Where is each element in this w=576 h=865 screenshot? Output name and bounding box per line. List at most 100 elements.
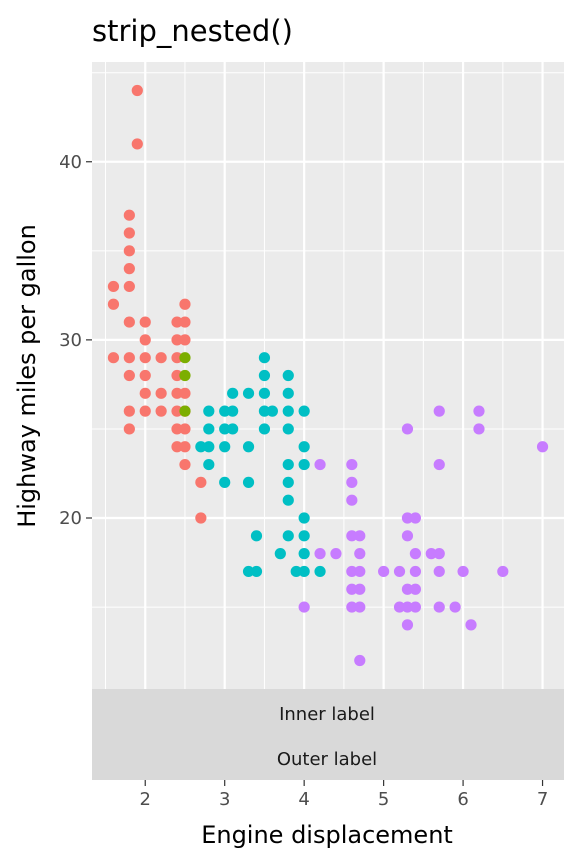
data-point [179,458,191,471]
data-point [290,565,302,578]
data-point [354,548,366,560]
outer-strip-label: Outer label [277,749,377,770]
data-point [401,530,414,542]
data-point [465,619,477,631]
data-point [107,280,120,293]
data-point [497,565,509,578]
data-point [179,441,191,453]
data-point [258,369,271,382]
data-point [401,619,414,631]
data-point [457,565,469,578]
data-point [346,476,358,488]
data-point [282,387,294,399]
data-point [401,423,414,435]
y-tick-label: 30 [59,330,82,351]
data-point [282,530,294,542]
data-point [346,583,358,595]
data-point [195,441,207,453]
data-point [171,405,183,417]
data-point [179,352,191,364]
inner-strip [92,689,564,734]
data-point [179,334,191,346]
data-point [433,601,445,613]
x-axis: 2 3 4 5 6 7 [140,780,548,810]
data-point [473,405,485,417]
data-point [266,405,278,417]
data-point [203,441,215,453]
data-point [123,209,135,221]
x-tick-label: 6 [457,789,468,810]
data-point [139,316,151,328]
data-point [346,601,358,613]
data-point [425,548,437,560]
data-point [409,583,422,595]
data-point [123,245,135,257]
data-point [242,476,255,488]
data-point [139,405,151,417]
data-point [314,548,326,560]
data-point [393,565,406,578]
data-point [203,458,215,471]
data-point [354,601,366,613]
data-point [219,476,231,488]
data-point [298,565,310,578]
data-point [314,458,326,471]
data-point [449,601,461,613]
data-point [282,458,294,471]
data-point [354,530,366,542]
data-point [298,530,310,542]
data-point [171,334,183,346]
data-point [171,352,183,364]
data-point [131,138,143,150]
data-point [354,565,366,578]
data-point [282,494,294,506]
data-point [155,352,167,364]
chart-title: strip_nested() [92,14,293,48]
y-axis-title: Highway miles per gallon [13,224,41,528]
data-point [227,387,239,399]
data-point [123,263,135,275]
data-point [195,476,207,488]
data-point [354,654,366,667]
data-point [179,316,191,328]
data-point [409,548,422,560]
data-point [401,601,414,613]
data-point [139,352,151,364]
data-point [250,565,263,578]
x-axis-title: Engine displacement [201,821,453,849]
data-point [298,601,310,613]
data-point [171,387,183,399]
data-point [274,548,286,560]
data-point [346,494,358,506]
data-point [219,423,231,435]
data-point [139,369,151,382]
data-point [282,423,294,435]
y-tick-label: 20 [59,508,82,529]
data-point [195,512,207,524]
data-point [433,458,445,471]
data-point [171,441,183,453]
data-point [433,405,445,417]
data-point [171,316,183,328]
data-point [298,405,310,417]
x-tick-label: 7 [537,789,548,810]
data-point [171,369,183,382]
data-point [179,405,191,417]
data-point [473,423,485,435]
data-point [258,405,271,417]
data-point [123,227,135,239]
data-point [314,565,326,578]
data-point [298,441,310,453]
data-point [258,352,271,364]
data-point [282,369,294,382]
data-point [401,583,414,595]
data-point [219,441,231,453]
data-point [242,387,255,399]
data-point [409,565,422,578]
data-point [107,352,120,364]
data-point [298,458,310,471]
data-point [123,369,135,382]
data-point [203,405,215,417]
x-tick-label: 5 [378,789,389,810]
gridlines [92,62,564,689]
